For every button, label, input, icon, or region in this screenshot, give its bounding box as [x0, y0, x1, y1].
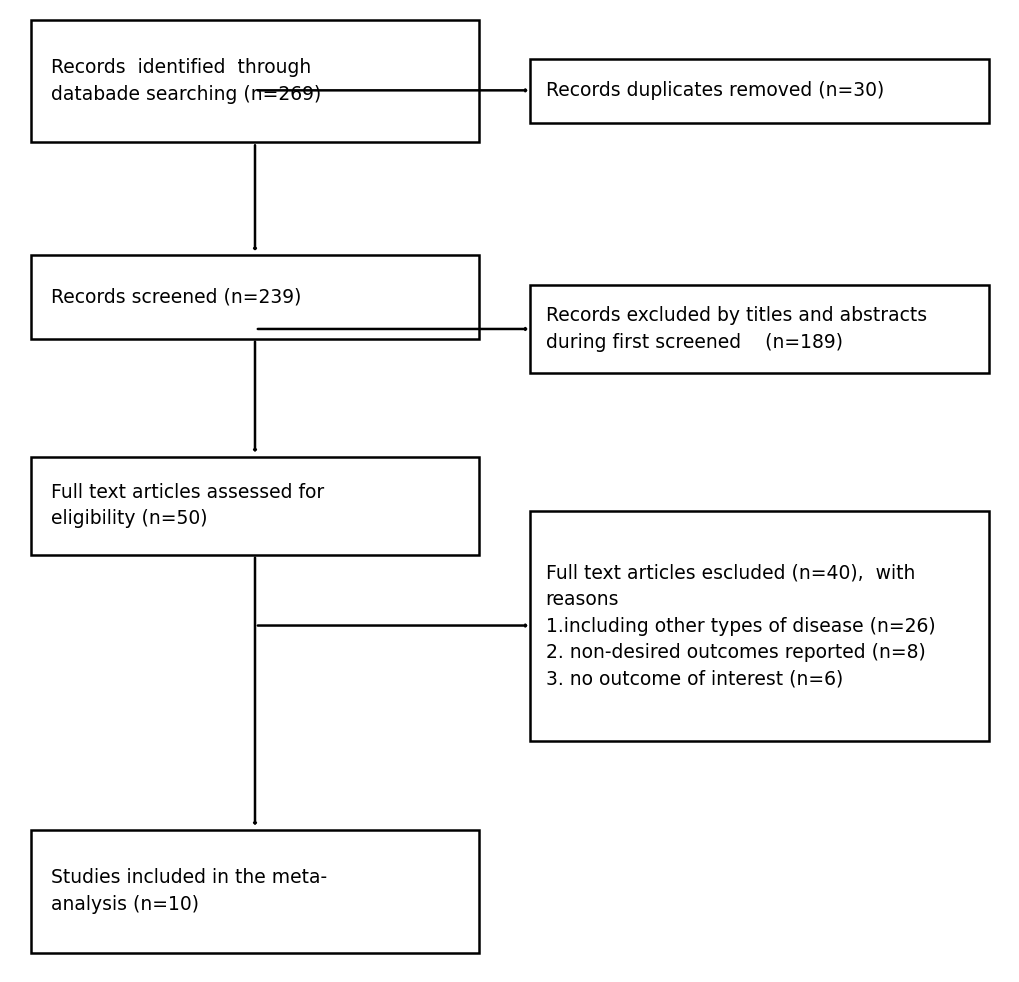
Bar — [530, 59, 988, 123]
Bar — [31, 255, 479, 339]
Text: Records  identified  through
databade searching (n=269): Records identified through databade sear… — [51, 58, 321, 104]
Text: Studies included in the meta-
analysis (n=10): Studies included in the meta- analysis (… — [51, 868, 327, 914]
Text: Records excluded by titles and abstracts
during first screened    (n=189): Records excluded by titles and abstracts… — [545, 306, 926, 352]
Text: Full text articles escluded (n=40),  with
reasons
1.including other types of dis: Full text articles escluded (n=40), with… — [545, 564, 934, 688]
Text: Records duplicates removed (n=30): Records duplicates removed (n=30) — [545, 82, 883, 100]
Bar — [530, 285, 988, 373]
Bar — [31, 830, 479, 953]
Bar — [31, 20, 479, 142]
Text: Full text articles assessed for
eligibility (n=50): Full text articles assessed for eligibil… — [51, 483, 324, 528]
Text: Records screened (n=239): Records screened (n=239) — [51, 288, 301, 306]
Bar — [31, 457, 479, 555]
Bar — [530, 511, 988, 741]
